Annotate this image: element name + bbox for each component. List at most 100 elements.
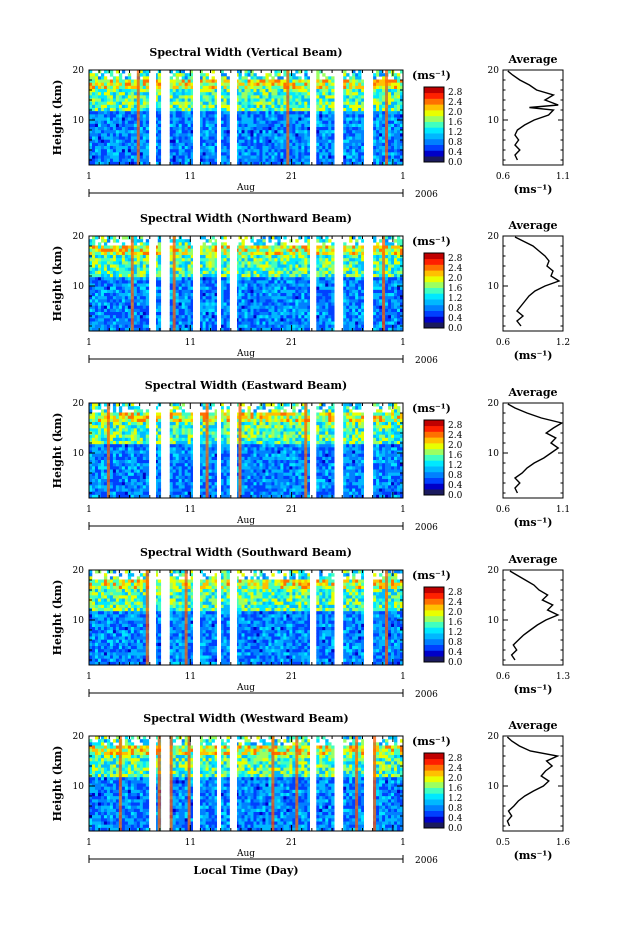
heatmap-cell xyxy=(145,85,150,90)
heatmap-cell xyxy=(256,267,260,272)
heatmap-cell xyxy=(262,327,266,332)
heatmap-cell xyxy=(289,321,293,325)
heatmap-cell xyxy=(331,302,335,306)
heatmap-cell xyxy=(346,255,350,259)
heatmap-cell xyxy=(265,286,269,291)
heatmap-cell xyxy=(250,114,254,118)
heatmap-cell xyxy=(238,277,242,281)
heatmap-cell xyxy=(373,73,377,77)
heatmap-cell xyxy=(169,146,174,150)
heatmap-cell xyxy=(97,324,102,329)
heatmap-cell xyxy=(235,120,239,125)
heatmap-cell xyxy=(91,261,96,265)
heatmap-cell xyxy=(379,308,383,313)
heatmap-cell xyxy=(103,76,108,80)
heatmap-cell xyxy=(223,267,227,272)
heatmap-cell xyxy=(280,114,284,118)
heatmap-cell xyxy=(145,101,150,106)
heatmap-cell xyxy=(169,70,174,74)
heatmap-cell xyxy=(181,321,185,325)
heatmap-cell xyxy=(253,92,257,96)
heatmap-cell xyxy=(175,324,180,329)
heatmap-cell xyxy=(238,92,242,96)
heatmap-cell xyxy=(247,321,251,325)
heatmap-cell xyxy=(118,136,123,140)
heatmap-cell xyxy=(373,101,377,106)
heatmap-cell xyxy=(211,79,215,83)
profile-y-tick-label: 10 xyxy=(488,116,500,126)
heatmap-cell xyxy=(139,315,144,319)
heatmap-cell xyxy=(292,305,296,310)
heatmap-cell xyxy=(301,89,305,93)
heatmap-cell xyxy=(304,305,308,310)
heatmap-cell xyxy=(250,293,254,297)
heatmap-cell xyxy=(124,267,129,272)
heatmap-cell xyxy=(325,114,329,118)
heatmap-cell xyxy=(103,318,108,322)
heatmap-cell xyxy=(100,111,105,115)
heatmap-cell xyxy=(328,283,332,287)
heatmap-cell xyxy=(250,299,254,303)
heatmap-cell xyxy=(142,89,147,93)
heatmap-cell xyxy=(322,89,326,93)
heatmap-cell xyxy=(349,120,353,125)
heatmap-cell xyxy=(133,251,138,256)
heatmap-cell xyxy=(394,85,398,90)
heatmap-cell xyxy=(331,108,335,112)
heatmap-cell xyxy=(274,258,278,262)
heatmap-cell xyxy=(259,242,263,246)
heatmap-cell xyxy=(208,280,212,284)
heatmap-cell xyxy=(388,89,392,93)
heatmap-cell xyxy=(124,324,129,329)
heatmap-cell xyxy=(175,149,180,153)
heatmap-cell xyxy=(214,139,218,144)
heatmap-cell xyxy=(346,158,350,163)
heatmap-cell xyxy=(130,133,135,137)
heatmap-cell xyxy=(172,120,177,125)
heatmap-cell xyxy=(355,324,359,329)
heatmap-cell xyxy=(298,79,302,83)
heatmap-cell xyxy=(298,277,302,281)
colorbar-frame xyxy=(423,86,445,163)
heatmap-cell xyxy=(262,108,266,112)
heatmap-cell xyxy=(301,299,305,303)
heatmap-cell xyxy=(223,155,227,159)
heatmap-cell xyxy=(169,79,174,83)
heatmap-cell xyxy=(352,277,356,281)
heatmap-cell xyxy=(382,92,386,96)
heatmap-cell xyxy=(349,133,353,137)
heatmap-cell xyxy=(292,158,296,163)
heatmap-cell xyxy=(358,76,362,80)
heatmap-cell xyxy=(184,152,188,156)
heatmap-cell xyxy=(256,155,260,159)
heatmap-cell xyxy=(100,114,105,118)
heatmap-cell xyxy=(361,117,365,121)
heatmap-cell xyxy=(355,136,359,140)
heatmap-cell xyxy=(292,251,296,256)
heatmap-cell xyxy=(358,152,362,156)
heatmap-cell xyxy=(250,239,254,243)
heatmap-cell xyxy=(325,261,329,265)
heatmap-cell xyxy=(121,89,126,93)
heatmap-cell xyxy=(154,120,159,125)
heatmap-cell xyxy=(169,155,174,159)
heatmap-cell xyxy=(271,114,275,118)
heatmap-cell xyxy=(253,251,257,256)
heatmap-cell xyxy=(124,312,129,316)
heatmap-cell xyxy=(205,258,209,262)
heatmap-cell xyxy=(256,146,260,150)
heatmap-cell xyxy=(292,76,296,80)
heatmap-cell xyxy=(118,293,123,297)
heatmap-cell xyxy=(283,270,287,275)
heatmap-cell xyxy=(202,283,206,287)
heatmap-cell xyxy=(244,308,248,313)
heatmap-cell xyxy=(328,85,332,90)
heatmap-cell xyxy=(97,261,102,265)
heatmap-cell xyxy=(292,104,296,109)
heatmap-cell xyxy=(283,85,287,90)
heatmap-cell xyxy=(199,136,203,140)
heatmap-cell xyxy=(241,95,245,99)
heatmap-cell xyxy=(214,146,218,150)
heatmap-cell xyxy=(214,264,218,268)
heatmap-cell xyxy=(121,280,126,284)
